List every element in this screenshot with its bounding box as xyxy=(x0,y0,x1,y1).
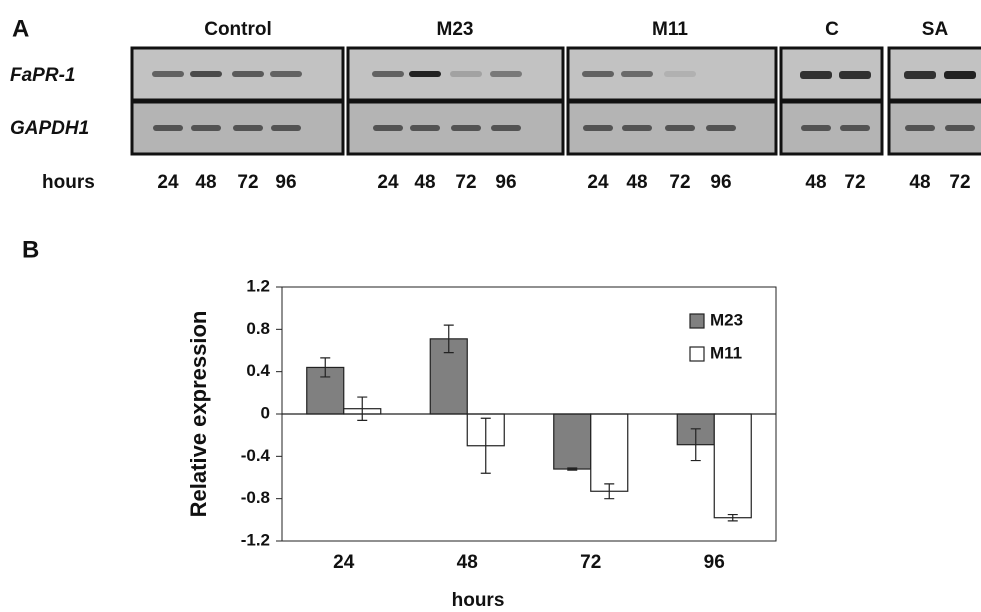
band xyxy=(270,71,302,77)
legend-swatch xyxy=(690,347,704,361)
band xyxy=(583,125,613,131)
bar xyxy=(714,414,751,518)
row-label: GAPDH1 xyxy=(10,118,89,139)
x-tick-label: 48 xyxy=(457,552,478,573)
band xyxy=(905,125,935,131)
band xyxy=(944,71,976,79)
lane-label: 24 xyxy=(587,172,609,193)
band xyxy=(800,71,832,79)
band xyxy=(945,125,975,131)
row-label: FaPR-1 xyxy=(10,65,75,86)
band xyxy=(622,125,652,131)
group-label: SA xyxy=(922,19,949,40)
lane-label: 72 xyxy=(455,172,476,193)
lane-label: 96 xyxy=(710,172,731,193)
band xyxy=(904,71,936,79)
legend-swatch xyxy=(690,314,704,328)
band xyxy=(490,71,522,77)
lane-axis-label: hours xyxy=(42,172,95,193)
x-tick-label: 24 xyxy=(333,552,355,573)
x-axis-title: hours xyxy=(452,590,505,611)
y-tick-label: 0.4 xyxy=(246,361,270,380)
band xyxy=(450,71,482,77)
legend-label: M23 xyxy=(710,310,743,329)
panel-label: B xyxy=(22,236,39,263)
band xyxy=(190,71,222,77)
y-axis-title: Relative expression xyxy=(186,311,211,518)
y-tick-label: -1.2 xyxy=(241,530,270,549)
lane-label: 24 xyxy=(377,172,399,193)
band xyxy=(664,71,696,77)
band xyxy=(706,125,736,131)
bar xyxy=(591,414,628,491)
x-tick-label: 72 xyxy=(580,552,601,573)
y-tick-label: 0 xyxy=(261,403,270,422)
band xyxy=(665,125,695,131)
band xyxy=(491,125,521,131)
band xyxy=(840,125,870,131)
y-tick-label: 0.8 xyxy=(246,319,270,338)
band xyxy=(582,71,614,77)
band xyxy=(233,125,263,131)
band xyxy=(451,125,481,131)
group-label: C xyxy=(825,19,839,40)
band xyxy=(373,125,403,131)
lane-label: 48 xyxy=(414,172,435,193)
lane-label: 48 xyxy=(909,172,930,193)
band xyxy=(410,125,440,131)
y-tick-label: -0.8 xyxy=(241,488,270,507)
band xyxy=(232,71,264,77)
panel-label: A xyxy=(12,15,29,42)
bar xyxy=(554,414,591,469)
lane-label: 96 xyxy=(495,172,516,193)
lane-label: 72 xyxy=(949,172,970,193)
band xyxy=(372,71,404,77)
y-tick-label: 1.2 xyxy=(246,276,270,295)
lane-label: 72 xyxy=(237,172,258,193)
lane-label: 48 xyxy=(805,172,826,193)
lane-label: 24 xyxy=(157,172,179,193)
legend-label: M11 xyxy=(710,343,742,362)
y-tick-label: -0.4 xyxy=(241,446,271,465)
band xyxy=(621,71,653,77)
band xyxy=(152,71,184,77)
lane-label: 72 xyxy=(669,172,690,193)
band xyxy=(271,125,301,131)
lane-label: 96 xyxy=(275,172,296,193)
group-label: Control xyxy=(204,19,272,40)
figure: A FaPR-1 GAPDH1 hours B hours Relative e… xyxy=(0,0,981,612)
lane-label: 48 xyxy=(195,172,216,193)
group-label: M23 xyxy=(437,19,474,40)
group-label: M11 xyxy=(652,19,688,40)
band xyxy=(409,71,441,77)
band xyxy=(191,125,221,131)
band xyxy=(153,125,183,131)
lane-label: 48 xyxy=(626,172,647,193)
x-tick-label: 96 xyxy=(704,552,725,573)
band xyxy=(839,71,871,79)
band xyxy=(801,125,831,131)
lane-label: 72 xyxy=(844,172,865,193)
